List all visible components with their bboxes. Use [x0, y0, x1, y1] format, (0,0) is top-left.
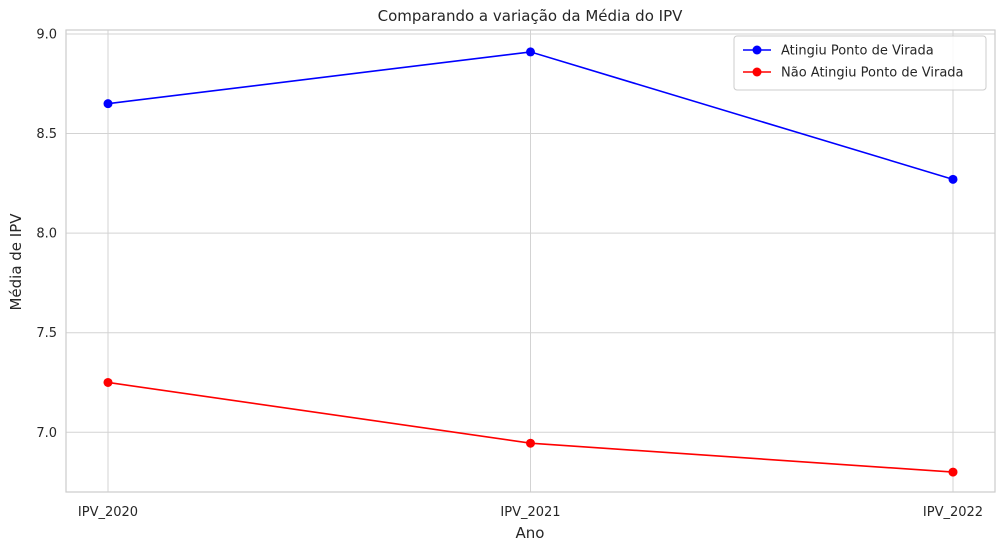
x-tick-label: IPV_2021	[500, 505, 560, 520]
y-tick-label: 8.5	[36, 127, 57, 142]
data-point	[103, 377, 113, 387]
legend: Atingiu Ponto de Virada Não Atingiu Ponto…	[733, 35, 987, 91]
x-axis: IPV_2020 IPV_2021 IPV_2022	[78, 505, 983, 520]
legend-item: Não Atingiu Ponto de Virada	[743, 66, 964, 81]
plot-frame	[65, 29, 996, 493]
y-axis: 7.0 7.5 8.0 8.5 9.0	[36, 27, 57, 440]
legend-marker	[752, 67, 762, 77]
series-1	[103, 47, 958, 184]
series-2	[103, 377, 958, 477]
legend-marker	[752, 45, 762, 55]
y-axis-label: Média de IPV	[7, 213, 25, 311]
legend-item: Atingiu Ponto de Virada	[743, 44, 934, 59]
legend-label: Atingiu Ponto de Virada	[781, 44, 934, 59]
y-tick-label: 7.5	[36, 326, 57, 341]
y-tick-label: 9.0	[36, 27, 57, 42]
y-tick-label: 8.0	[36, 227, 57, 242]
data-point	[103, 99, 113, 109]
data-point	[948, 174, 958, 184]
grid	[66, 30, 995, 492]
y-tick-label: 7.0	[36, 426, 57, 441]
data-point	[526, 47, 535, 57]
legend-label: Não Atingiu Ponto de Virada	[781, 66, 964, 81]
chart-title: Comparando a variação da Média do IPV	[378, 7, 683, 25]
series-layer	[103, 47, 958, 477]
legend-box	[733, 35, 987, 91]
x-tick-label: IPV_2020	[78, 505, 138, 520]
x-tick-label: IPV_2022	[923, 505, 983, 520]
data-point	[948, 467, 958, 477]
x-axis-label: Ano	[516, 524, 545, 542]
data-point	[526, 438, 535, 448]
